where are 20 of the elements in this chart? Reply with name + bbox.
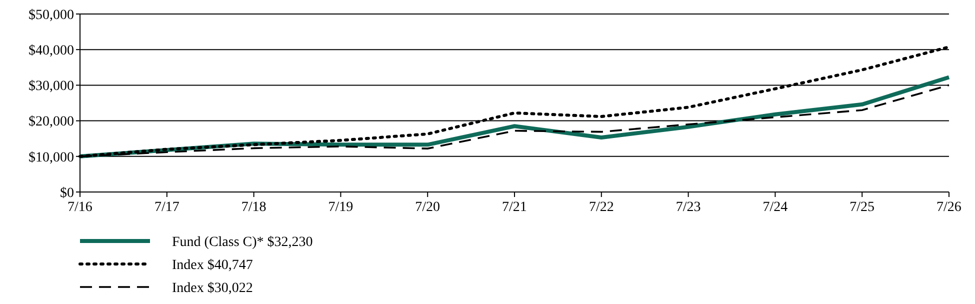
y-tick-label: $20,000 [28,114,74,130]
x-tick-label: 7/23 [676,200,701,215]
legend-label: Fund (Class C)* $32,230 [172,234,313,250]
x-tick-label: 7/20 [415,200,440,215]
x-tick-label: 7/21 [502,200,527,215]
y-tick-label: $10,000 [28,150,74,166]
legend-label: Index $40,747 [172,258,253,273]
x-tick-label: 7/17 [154,200,180,215]
x-tick-label: 7/25 [850,200,875,215]
y-tick-label: $30,000 [28,79,74,94]
legend-label: Index $30,022 [172,280,253,296]
x-tick-label: 7/19 [328,200,354,215]
x-tick-label: 7/24 [762,200,788,215]
x-tick-label: 7/18 [241,200,266,215]
y-tick-label: $40,000 [28,44,74,58]
x-tick-label: 7/26 [936,200,962,215]
y-tick-label: $50,000 [28,8,74,23]
x-tick-label: 7/22 [588,200,614,215]
x-tick-label: 7/16 [68,200,92,215]
y-tick-label: $0 [60,186,74,201]
